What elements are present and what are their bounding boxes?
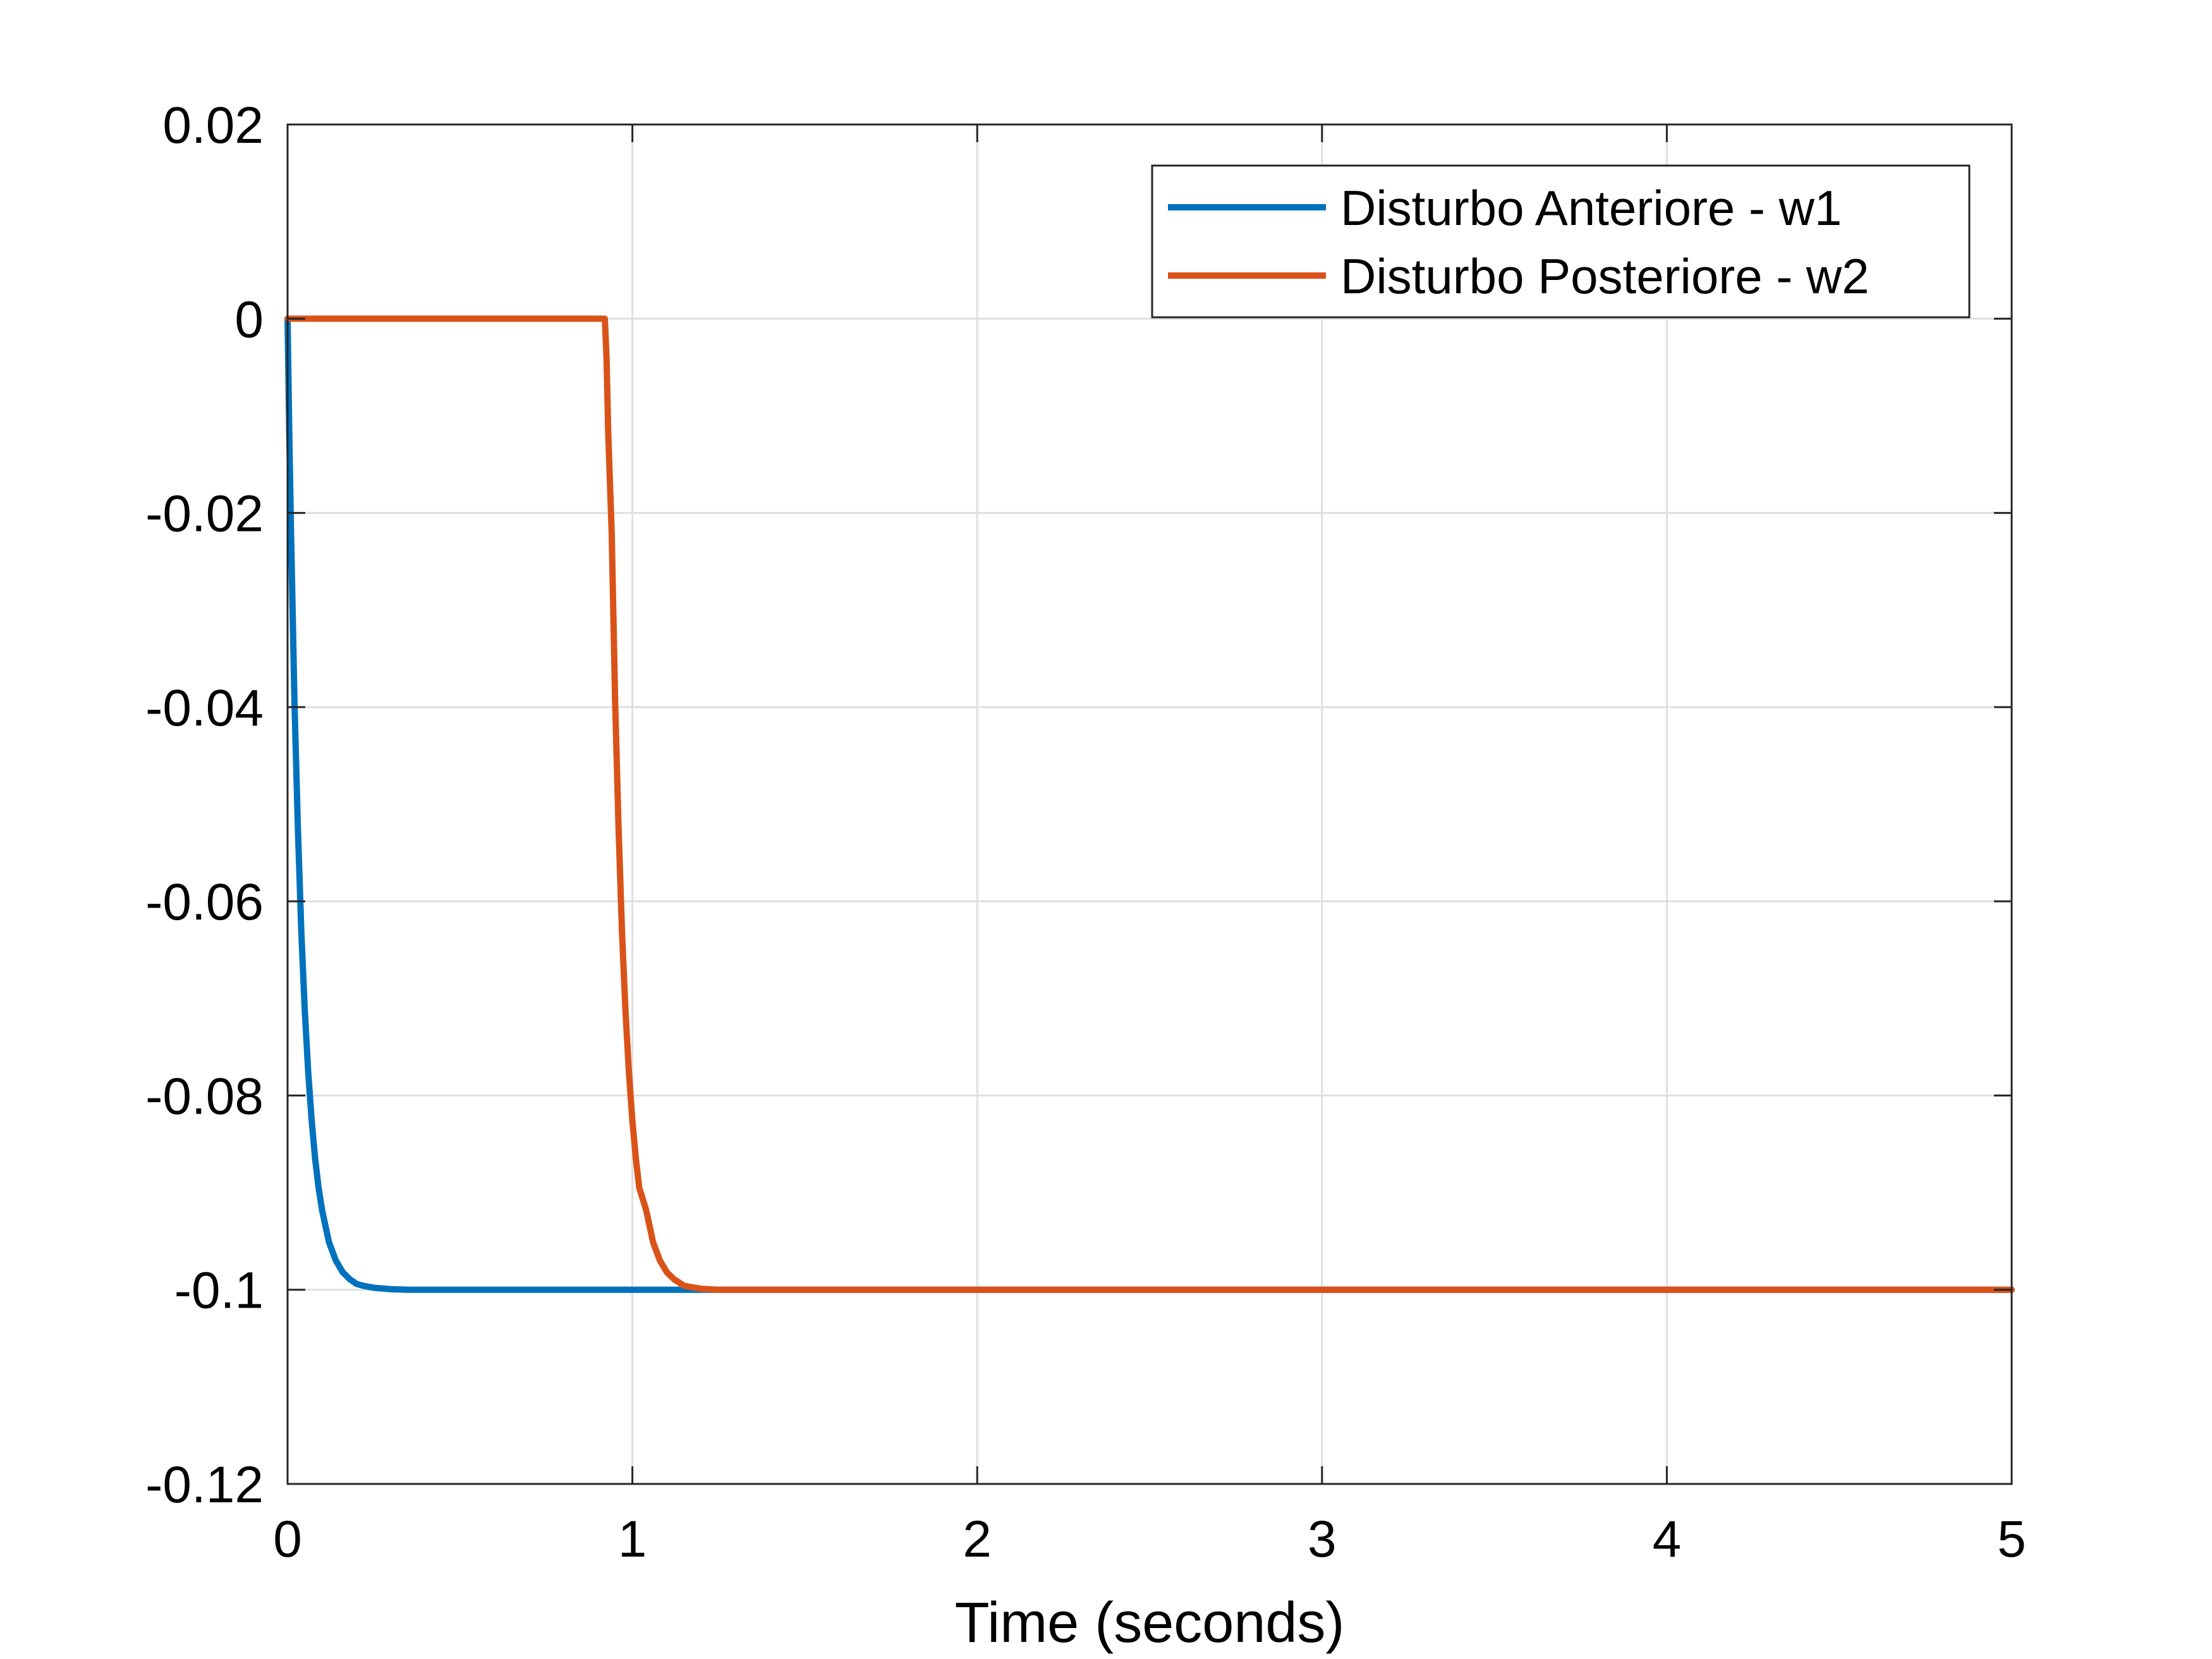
y-tick-label: -0.06 — [145, 873, 264, 931]
plot-area — [288, 125, 2012, 1484]
y-tick-label: -0.02 — [145, 485, 264, 543]
x-tick-labels: 0 1 2 3 4 5 — [273, 1510, 2026, 1568]
x-tick-label: 5 — [1997, 1510, 2026, 1568]
x-tick-label: 2 — [963, 1510, 992, 1568]
legend-label: Disturbo Anteriore - w1 — [1340, 180, 1842, 236]
y-tick-label: -0.12 — [145, 1456, 264, 1514]
series-lines — [284, 315, 2015, 1293]
y-tick-labels: 0.02 0 -0.02 -0.04 -0.06 -0.08 -0.1 -0.12 — [145, 97, 264, 1514]
legend-box — [1151, 164, 1971, 319]
y-tick-label: -0.08 — [145, 1067, 264, 1125]
y-tick-label: 0 — [234, 291, 264, 348]
x-tick-label: 1 — [618, 1510, 647, 1568]
x-tick-label: 3 — [1308, 1510, 1337, 1568]
axes-box — [286, 123, 2013, 1485]
y-tick-label: -0.04 — [145, 679, 264, 737]
legend-label: Disturbo Posteriore - w2 — [1340, 248, 1869, 304]
x-tick-label: 0 — [273, 1510, 302, 1568]
y-tick-label: 0.02 — [162, 97, 264, 154]
x-tick-label: 4 — [1653, 1510, 1682, 1568]
y-tick-label: -0.1 — [174, 1262, 264, 1320]
series-line-w2 — [284, 315, 2015, 1293]
series-line-w1 — [284, 315, 2015, 1293]
axis-ticks — [286, 123, 2013, 1485]
x-axis-label: Time (seconds) — [955, 1591, 1345, 1655]
legend: Disturbo Anteriore - w1 Disturbo Posterio… — [1151, 164, 1971, 319]
